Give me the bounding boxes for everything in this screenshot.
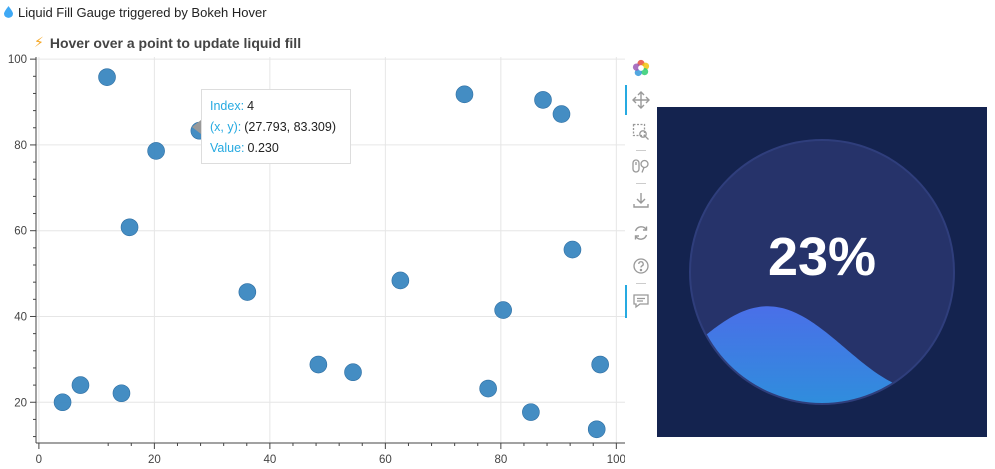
help-icon[interactable] [630,255,652,277]
scatter-point-19[interactable] [587,420,606,439]
toolbar-divider [636,283,646,284]
scatter-point-11[interactable] [455,85,474,104]
scatter-point-18[interactable] [591,355,609,374]
page-header: Liquid Fill Gauge triggered by Bokeh Hov… [4,3,267,21]
axes: 0 20 40 60 80 100 20 40 60 80 100 [8,54,625,466]
tooltip-index-label: Index: [210,99,245,113]
tooltip-xy-label: (x, y): [210,120,242,134]
box-zoom-icon[interactable] [630,121,652,143]
scatter-point-6[interactable] [112,384,131,403]
pan-icon[interactable] [630,89,652,111]
lightning-icon: ⚡ [34,34,44,50]
points[interactable] [53,68,609,439]
tooltip-index-value: 4 [247,99,255,113]
page-title: Liquid Fill Gauge triggered by Bokeh Hov… [18,4,267,20]
gauge-percentage: 23% [768,227,876,287]
droplet-icon [4,6,13,18]
scatter-plot[interactable]: 0 20 40 60 80 100 20 40 60 80 100 [0,0,625,469]
scatter-point-0[interactable] [98,68,116,86]
bokeh-logo-icon[interactable] [630,57,652,79]
tooltip-xy-row: (x, y): (27.793, 83.309) [210,117,350,138]
hover-active-indicator [625,285,627,318]
scatter-point-17[interactable] [522,403,540,421]
scatter-point-5[interactable] [71,376,90,394]
scatter-point-14[interactable] [563,240,582,259]
scatter-point-3[interactable] [53,393,72,412]
plot-toolbar [625,55,657,325]
x-tick-label: 0 [36,454,42,466]
x-tick-label: 80 [494,454,507,466]
plot-title: ⚡ Hover over a point to update liquid fi… [34,34,301,51]
tooltip-value-row: Value: 0.230 [210,138,350,159]
toolbar-divider [636,150,646,151]
wheel-zoom-icon[interactable] [630,155,652,177]
scatter-point-9[interactable] [344,363,362,382]
x-tick-label: 20 [148,454,161,466]
liquid-wave [691,306,953,403]
tooltip-xy-value: (27.793, 83.309) [244,120,336,134]
scatter-point-8[interactable] [309,355,328,374]
scatter-point-15[interactable] [494,301,512,319]
x-tick-label: 40 [263,454,276,466]
x-tick-label: 60 [379,454,392,466]
scatter-point-2[interactable] [120,218,139,237]
plot-title-text: Hover over a point to update liquid fill [49,34,302,51]
y-tick-label: 80 [14,140,27,152]
liquid-fill-gauge: 23% [689,139,955,405]
pan-active-indicator [625,85,627,115]
y-tick-label: 60 [14,226,27,238]
scatter-point-13[interactable] [552,105,571,123]
tooltip-index-row: Index: 4 [210,96,350,117]
x-tick-label: 100 [607,454,625,466]
tooltip-value-value: 0.230 [247,141,279,155]
save-icon[interactable] [630,189,652,211]
reset-icon[interactable] [630,222,652,244]
scatter-point-12[interactable] [534,91,552,109]
tooltip-value-label: Value: [210,141,245,155]
scatter-point-1[interactable] [147,142,165,160]
hover-icon[interactable] [630,290,652,312]
toolbar-divider [636,183,646,184]
y-tick-label: 100 [8,54,27,66]
scatter-point-7[interactable] [238,283,257,301]
y-tick-label: 40 [14,311,27,323]
scatter-point-10[interactable] [391,271,410,290]
liquid-fill-gauge-panel: 23% [657,107,987,437]
hover-tooltip: Index: 4 (x, y): (27.793, 83.309) Value: 0.… [201,89,351,164]
y-tick-label: 20 [14,397,27,409]
tooltip-arrow [192,120,201,134]
scatter-point-16[interactable] [479,379,497,398]
